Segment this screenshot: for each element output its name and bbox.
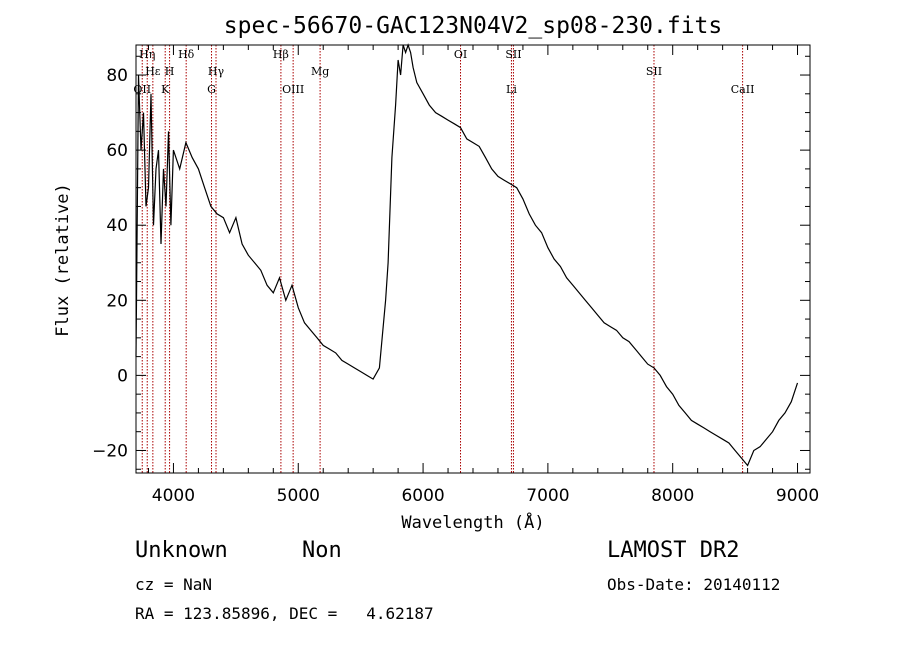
y-tick-label: −20 bbox=[92, 441, 128, 461]
x-tick-label: 5000 bbox=[277, 486, 320, 506]
y-tick-label: 60 bbox=[106, 141, 128, 161]
line-marker-label: H bbox=[165, 65, 175, 78]
line-marker-label: SII bbox=[646, 65, 662, 78]
y-tick-label: 80 bbox=[106, 66, 128, 86]
cz-value: cz = NaN bbox=[135, 575, 213, 594]
line-marker-label: OI bbox=[454, 48, 467, 61]
y-tick-label: 20 bbox=[106, 291, 128, 311]
coordinates: RA = 123.85896, DEC = 4.62187 bbox=[135, 604, 434, 623]
x-axis-ticks: 4000 5000 6000 7000 8000 9000 bbox=[147, 45, 819, 506]
spectrum-line bbox=[135, 43, 799, 467]
line-marker-label: Li bbox=[506, 83, 517, 96]
line-marker-label: Hγ bbox=[208, 65, 225, 78]
y-axis-label: Flux (relative) bbox=[53, 183, 73, 337]
y-tick-label: 0 bbox=[117, 366, 128, 386]
line-marker-label: Hβ bbox=[273, 48, 289, 61]
x-tick-label: 8000 bbox=[651, 486, 694, 506]
line-marker-label: OIII bbox=[282, 83, 304, 96]
x-tick-label: 6000 bbox=[401, 486, 444, 506]
chart-title: spec-56670-GAC123N04V2_sp08-230.fits bbox=[224, 13, 723, 39]
line-marker-label: K bbox=[161, 83, 170, 96]
x-tick-label: 7000 bbox=[526, 486, 569, 506]
line-marker-label: CaII bbox=[731, 83, 755, 96]
x-tick-label: 4000 bbox=[152, 486, 195, 506]
y-axis-ticks: −20 0 20 40 60 80 bbox=[92, 55, 810, 470]
y-tick-label: 40 bbox=[106, 216, 128, 236]
line-marker-label: SII bbox=[505, 48, 521, 61]
line-marker-label: Hδ bbox=[178, 48, 195, 61]
class-label: Unknown bbox=[135, 538, 228, 563]
line-marker-label: G bbox=[207, 83, 216, 96]
plot-frame bbox=[135, 44, 811, 474]
line-marker-label: Mg bbox=[311, 65, 329, 78]
survey-label: LAMOST DR2 bbox=[607, 538, 740, 563]
x-axis-label: Wavelength (Å) bbox=[401, 511, 544, 533]
subclass-label: Non bbox=[302, 538, 342, 563]
obs-date: Obs-Date: 20140112 bbox=[607, 575, 781, 594]
x-tick-label: 9000 bbox=[776, 486, 819, 506]
line-marker-label: Hη bbox=[139, 48, 155, 61]
line-marker-label: Hε bbox=[145, 65, 161, 78]
